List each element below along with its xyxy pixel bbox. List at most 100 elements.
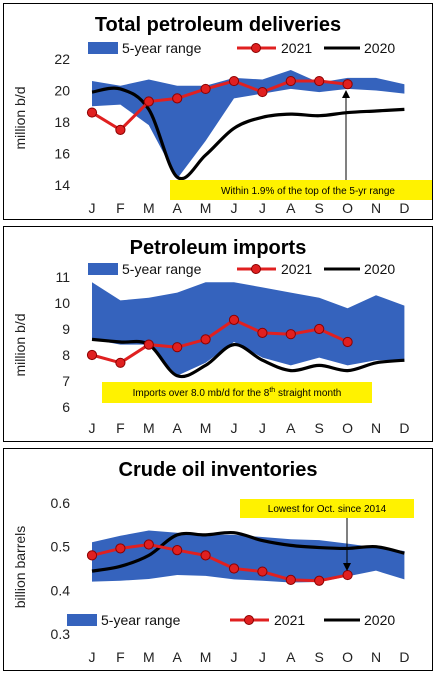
series-2021-point <box>257 566 268 577</box>
x-tick-label: O <box>342 200 353 216</box>
series-2021-point <box>342 569 353 581</box>
x-tick-label: S <box>315 649 324 665</box>
annotation-text: Lowest for Oct. since 2014 <box>268 504 387 515</box>
legend-range-swatch <box>88 263 118 275</box>
legend-2021-label: 2021 <box>274 612 305 628</box>
y-tick-label: 20 <box>54 83 70 99</box>
series-2021-point <box>314 323 325 335</box>
y-tick-label: 8 <box>62 347 70 363</box>
annotation-arrowhead <box>342 90 350 98</box>
series-2021-point <box>200 334 211 345</box>
x-tick-label: A <box>286 420 296 436</box>
series-2021-point <box>285 574 296 585</box>
series-2021-line <box>91 318 349 365</box>
series-2021-point <box>228 75 240 87</box>
legend-2021-marker <box>251 264 261 274</box>
annotation: Imports over 8.0 mb/d for the 8th straig… <box>102 382 372 403</box>
plot-area: 0.3 0.4 0.5 0.6 J F M A M J J A S O N D <box>51 495 410 665</box>
x-tick-label: N <box>371 200 381 216</box>
y-axis-label: million b/d <box>12 86 28 149</box>
x-tick-label: N <box>371 420 381 436</box>
x-tick-label: J <box>259 420 266 436</box>
y-axis-label: million b/d <box>12 313 28 376</box>
series-2021-point <box>257 327 268 339</box>
x-tick-label: J <box>89 649 96 665</box>
legend-2020-label: 2020 <box>364 40 395 56</box>
range-band <box>92 70 405 179</box>
legend-2021-marker <box>251 43 261 53</box>
plot-area: 14 16 18 20 22 J F M A M J J A S O N D <box>54 51 409 216</box>
legend-2021-label: 2021 <box>281 40 312 56</box>
legend-2021-marker <box>244 615 254 625</box>
x-tick-label: M <box>200 420 212 436</box>
series-2021-point <box>143 96 154 107</box>
annotation: Lowest for Oct. since 2014 <box>240 499 414 571</box>
x-tick-label: J <box>231 420 238 436</box>
legend-range-label: 5-year range <box>101 612 181 628</box>
series-2021-point <box>115 357 126 368</box>
y-tick-label: 9 <box>62 321 70 337</box>
series-2021-point <box>115 543 126 554</box>
series-2021-point <box>143 539 154 550</box>
y-tick-label: 6 <box>62 399 70 415</box>
x-tick-label: M <box>200 200 212 216</box>
x-tick-label: J <box>89 420 96 436</box>
x-tick-label: F <box>116 649 125 665</box>
range-band <box>92 530 405 583</box>
y-tick-label: 10 <box>54 295 70 311</box>
legend-range-swatch <box>67 614 97 626</box>
x-tick-label: O <box>342 649 353 665</box>
series-2020-line <box>91 530 405 573</box>
plot-area: 6 7 8 9 10 11 J F M A M J J A S O N D <box>54 269 409 436</box>
y-tick-label: 18 <box>54 114 70 130</box>
legend-2021-label: 2021 <box>281 261 312 277</box>
legend-range-swatch <box>88 42 118 54</box>
x-tick-label: M <box>200 649 212 665</box>
y-tick-label: 0.6 <box>51 495 71 511</box>
series-2021-point <box>86 349 98 361</box>
x-tick-label: A <box>286 200 296 216</box>
x-tick-label: M <box>143 200 155 216</box>
x-tick-label: A <box>286 649 296 665</box>
chart-title: Petroleum imports <box>130 237 307 259</box>
inventories-chart: Crude oil inventories billion barrels 5-… <box>12 459 414 665</box>
series-2021-point <box>200 550 211 561</box>
annotation-box <box>240 499 414 518</box>
annotation: Within 1.9% of the top of the 5-yr range <box>170 90 432 200</box>
range-band <box>92 282 405 376</box>
series-2021-line <box>91 79 348 132</box>
series-2021-point <box>342 336 353 348</box>
legend: 5-year range 2021 2020 <box>67 612 395 628</box>
y-tick-label: 0.4 <box>51 582 71 598</box>
y-tick-label: 0.3 <box>51 626 71 642</box>
annotation-text: Within 1.9% of the top of the 5-yr range <box>221 186 395 197</box>
y-tick-label: 11 <box>55 269 70 285</box>
x-tick-label: A <box>173 649 183 665</box>
series-2021-point <box>314 75 325 87</box>
x-tick-label: J <box>89 200 96 216</box>
legend-2020-label: 2020 <box>364 612 395 628</box>
chart-title: Crude oil inventories <box>119 459 318 481</box>
series-2021-point <box>115 124 126 135</box>
series-2021-line <box>91 542 348 583</box>
deliveries-chart: Total petroleum deliveries million b/d 5… <box>12 14 432 216</box>
x-tick-label: S <box>315 420 324 436</box>
legend-2020-label: 2020 <box>364 261 395 277</box>
series-2021-point <box>86 107 98 118</box>
y-tick-label: 0.5 <box>51 539 71 555</box>
x-tick-label: D <box>399 200 409 216</box>
deliveries-chart-panel: Total petroleum deliveries million b/d 5… <box>3 3 433 220</box>
series-2021-point <box>86 550 98 561</box>
y-tick-label: 14 <box>54 177 70 193</box>
x-tick-label: J <box>259 649 266 665</box>
annotation-box <box>170 180 432 200</box>
series-2021-point <box>228 563 240 574</box>
x-tick-label: M <box>143 649 155 665</box>
x-tick-label: F <box>116 200 125 216</box>
x-tick-label: N <box>371 649 381 665</box>
chart-title: Total petroleum deliveries <box>95 14 341 36</box>
y-tick-label: 16 <box>54 146 70 162</box>
x-tick-label: D <box>399 649 409 665</box>
series-2021-point <box>143 339 154 350</box>
x-tick-label: S <box>315 200 324 216</box>
